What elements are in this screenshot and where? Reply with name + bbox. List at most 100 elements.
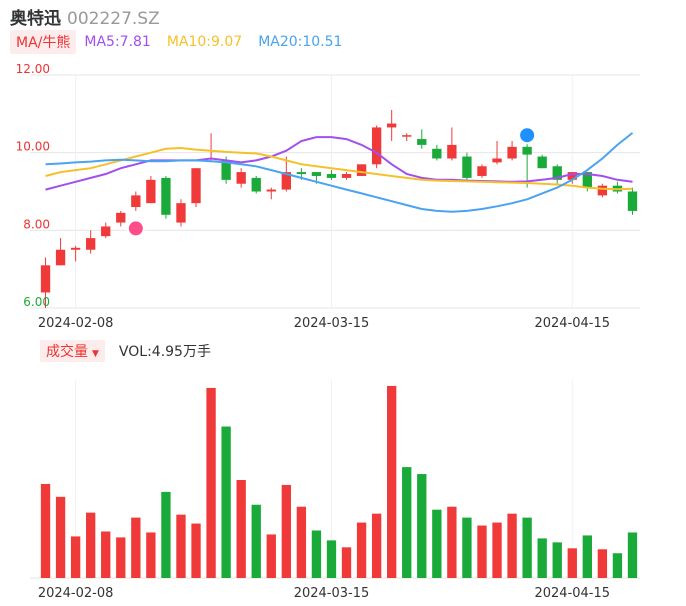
candle-body (131, 195, 141, 208)
bull-marker-icon (126, 219, 145, 238)
volume-bar (296, 506, 307, 578)
volume-bar (251, 504, 261, 578)
volume-legend: 成交量 ▼ VOL:4.95万手 (40, 340, 211, 362)
volume-bar (507, 513, 517, 578)
volume-bar (86, 512, 96, 578)
volume-bar (281, 484, 291, 578)
volume-bar (447, 506, 457, 578)
volume-bar (432, 509, 442, 578)
volume-bar (627, 532, 638, 578)
ma-legend: MA/牛熊 MA5:7.81 MA10:9.07 MA20:10.51 (10, 30, 342, 54)
ma-line-ma10 (45, 146, 633, 191)
candle-body (296, 172, 307, 175)
volume-bar (477, 525, 487, 578)
candle-body (101, 226, 111, 237)
candle-body (191, 168, 201, 204)
candle-body (537, 156, 547, 169)
volume-indicator-dropdown[interactable]: 成交量 ▼ (40, 340, 105, 362)
price-x-tick-label: 2024-03-15 (294, 316, 370, 331)
volume-bar (341, 547, 352, 578)
caret-down-icon: ▼ (92, 349, 99, 359)
ma-line-ma20 (45, 132, 634, 213)
candle-body (522, 146, 532, 155)
candle-body (251, 177, 261, 192)
candle-body (597, 185, 608, 196)
stock-name: 奥特迅 (10, 9, 61, 29)
volume-bar (236, 479, 246, 578)
stock-code: 002227.SZ (67, 9, 160, 29)
price-x-tick-label: 2024-02-08 (38, 316, 114, 331)
candle-body (356, 164, 367, 176)
volume-bar (176, 514, 186, 578)
candle-body (40, 265, 51, 293)
candle-body (161, 177, 171, 215)
ma5-label: MA5:7.81 (84, 34, 151, 50)
price-tick-label: 6.00 (23, 295, 50, 309)
candle-body (447, 144, 457, 159)
volume-bar (326, 540, 337, 578)
candle-body (55, 249, 66, 266)
candle-body (326, 174, 337, 178)
volume-bar (311, 530, 322, 578)
volume-bar (612, 553, 623, 578)
price-x-tick-label: 2024-04-15 (534, 316, 610, 331)
volume-bar (356, 522, 367, 578)
volume-x-tick-label: 2024-02-08 (38, 586, 114, 601)
volume-bar (371, 513, 382, 578)
volume-value: VOL:4.95万手 (118, 344, 211, 360)
stock-header: 奥特迅 002227.SZ (10, 4, 160, 29)
candle-body (507, 146, 517, 159)
price-tick-label: 12.00 (16, 62, 50, 76)
ma20-label: MA20:10.51 (258, 34, 343, 50)
candle-body (627, 191, 638, 211)
volume-bar (146, 532, 156, 578)
volume-bar (582, 535, 592, 578)
candle-body (86, 238, 96, 250)
candle-body (341, 174, 352, 178)
volume-bar (387, 385, 397, 578)
candle-body (432, 148, 442, 159)
volume-bar (101, 531, 111, 578)
candle-body (387, 123, 397, 128)
volume-bar (537, 538, 547, 578)
ma-toggle-button[interactable]: MA/牛熊 (10, 30, 77, 54)
candle-body (176, 203, 186, 223)
volume-bar (266, 534, 276, 578)
candle-body (281, 172, 291, 190)
volume-bar (597, 549, 608, 578)
volume-bar (221, 426, 231, 578)
candle-body (371, 127, 382, 165)
volume-bar (417, 474, 427, 578)
candle-body (567, 172, 577, 180)
volume-bar (70, 536, 81, 578)
volume-x-tick-label: 2024-03-15 (294, 586, 370, 601)
bear-marker-icon (518, 126, 537, 145)
candle-body (311, 172, 322, 176)
candle-body (477, 166, 487, 176)
price-tick-label: 8.00 (23, 217, 50, 231)
volume-bar (161, 491, 171, 578)
price-tick-label: 10.00 (16, 140, 50, 154)
candle-body (146, 179, 156, 204)
ma-line-ma5 (45, 136, 633, 191)
volume-bar (522, 517, 532, 578)
candle-body (417, 139, 427, 145)
volume-bar (462, 517, 472, 578)
candle-body (552, 166, 562, 180)
candle-body (236, 172, 246, 184)
volume-bar (492, 522, 502, 578)
volume-bar (552, 542, 562, 578)
volume-x-tick-label: 2024-04-15 (534, 586, 610, 601)
volume-bar (206, 387, 216, 578)
candle-body (221, 160, 231, 180)
volume-bar (40, 483, 51, 578)
volume-bar (567, 548, 577, 578)
candle-body (70, 247, 81, 250)
candle-body (462, 156, 472, 178)
volume-bar (55, 496, 66, 578)
volume-tag-label: 成交量 (46, 344, 88, 360)
volume-bar (116, 537, 126, 578)
candle-body (266, 189, 276, 192)
ma10-label: MA10:9.07 (166, 34, 243, 50)
